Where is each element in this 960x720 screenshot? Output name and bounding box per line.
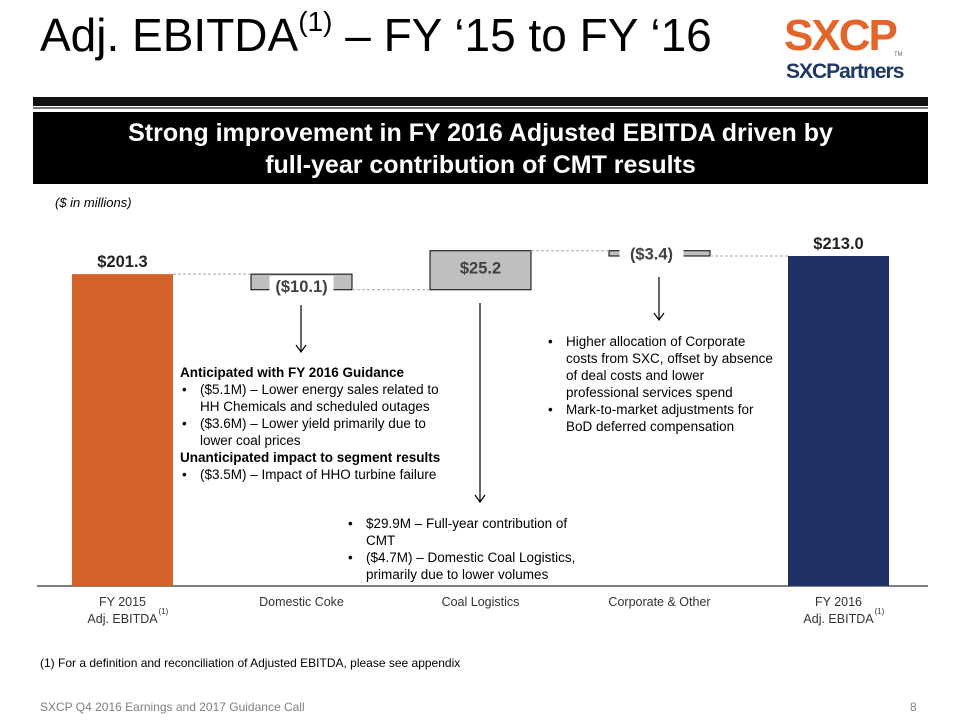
units-label: ($ in millions) (55, 195, 132, 210)
header-rule-thin (33, 107, 928, 109)
data-label: ($10.1) (275, 278, 327, 296)
header-rule (33, 97, 928, 106)
arrow-head (295, 344, 307, 354)
sxcp-logo: SXCP TM SXCPartners (784, 14, 924, 86)
category-label: FY 2016 (815, 595, 862, 609)
category-label-line2: Adj. EBITDA (803, 612, 874, 626)
data-label-background (269, 275, 334, 296)
category-footnote-marker: (1) (875, 607, 885, 616)
list-item: Mark-to-market adjustments for BoD defer… (546, 401, 776, 435)
waterfall-bar (788, 256, 889, 586)
logo-mark: SXCP (784, 11, 898, 60)
slide-title: Adj. EBITDA(1) – FY ‘15 to FY ‘16 (40, 5, 712, 62)
note-list-coal-logistics: $29.9M – Full-year contribution of CMT (… (346, 515, 596, 583)
page-number: 8 (910, 700, 917, 714)
list-item: ($4.7M) – Domestic Coal Logistics, prima… (346, 549, 596, 583)
banner-line-2: full-year contribution of CMT results (265, 151, 696, 179)
note-corporate-other: Higher allocation of Corporate costs fro… (546, 333, 776, 435)
note-list-anticipated: ($5.1M) – Lower energy sales related to … (180, 381, 445, 449)
title-period: – FY ‘15 to FY ‘16 (332, 9, 712, 61)
arrow-head (653, 312, 665, 322)
logo-wordmark: SXCPartners (786, 60, 904, 83)
data-label: ($3.4) (630, 246, 673, 264)
category-label: FY 2015 (99, 595, 146, 609)
list-item: ($3.5M) – Impact of HHO turbine failure (180, 466, 445, 483)
data-label: $25.2 (460, 260, 501, 278)
note-list-unanticipated: ($3.5M) – Impact of HHO turbine failure (180, 466, 445, 483)
title-footnote-marker: (1) (298, 5, 333, 37)
arrow-head (474, 494, 486, 504)
note-heading-anticipated: Anticipated with FY 2016 Guidance (180, 365, 405, 380)
waterfall-bar (72, 274, 173, 586)
headline-banner: Strong improvement in FY 2016 Adjusted E… (33, 112, 928, 184)
logo-trademark: TM (894, 52, 903, 58)
data-label-background (619, 243, 684, 264)
footer-text: SXCP Q4 2016 Earnings and 2017 Guidance … (40, 700, 305, 714)
list-item: $29.9M – Full-year contribution of CMT (346, 515, 596, 549)
banner-line-1: Strong improvement in FY 2016 Adjusted E… (128, 119, 833, 147)
footnote: (1) For a definition and reconciliation … (40, 656, 461, 670)
data-label: $201.3 (97, 253, 147, 271)
list-item: ($5.1M) – Lower energy sales related to … (180, 381, 445, 415)
category-label: Coal Logistics (442, 595, 520, 609)
note-domestic-coke: Anticipated with FY 2016 Guidance ($5.1M… (180, 364, 445, 483)
data-label: $213.0 (813, 235, 863, 253)
list-item: Higher allocation of Corporate costs fro… (546, 333, 776, 401)
category-label-line2: Adj. EBITDA (87, 612, 158, 626)
note-list-corporate-other: Higher allocation of Corporate costs fro… (546, 333, 776, 435)
note-heading-unanticipated: Unanticipated impact to segment results (180, 450, 441, 465)
category-label: Domestic Coke (259, 595, 344, 609)
category-label: Corporate & Other (608, 595, 710, 609)
list-item: ($3.6M) – Lower yield primarily due to l… (180, 415, 445, 449)
note-coal-logistics: $29.9M – Full-year contribution of CMT (… (346, 515, 596, 583)
title-main: Adj. EBITDA (40, 9, 299, 61)
waterfall-bar (429, 250, 532, 291)
category-footnote-marker: (1) (159, 607, 169, 616)
